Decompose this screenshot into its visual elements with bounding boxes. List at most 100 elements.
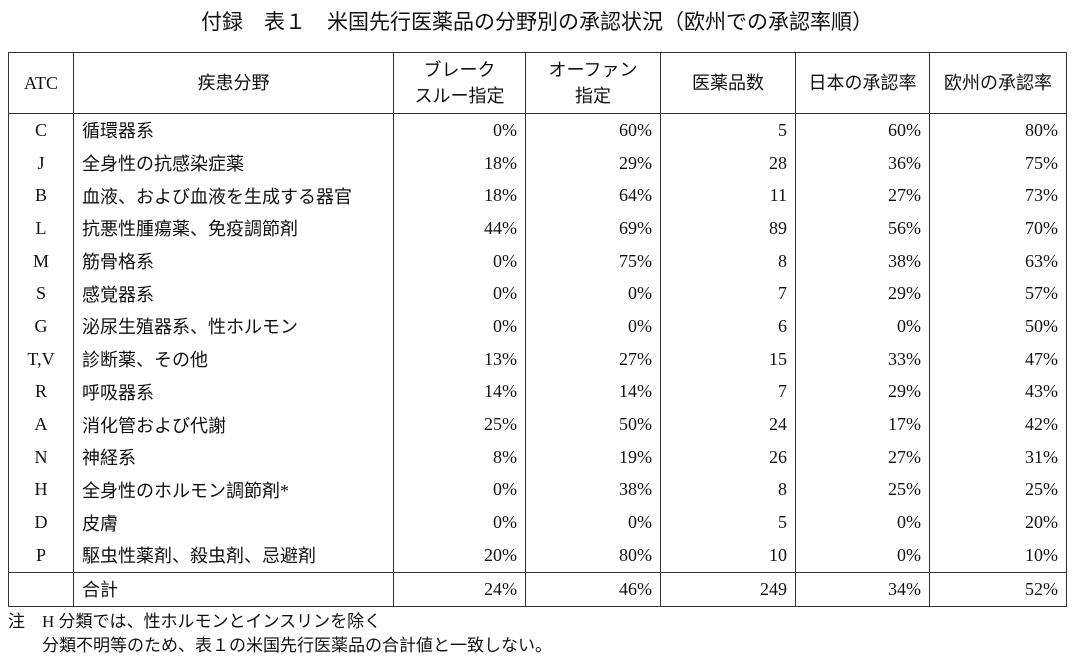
table-cell: 8 xyxy=(660,473,796,507)
table-cell: 0% xyxy=(525,506,661,539)
table-row: N 神経系 8% 19% 26 27% 31% xyxy=(8,440,1067,474)
table-cell: 69% xyxy=(525,212,661,245)
table-row: R 呼吸器系 14% 14% 7 29% 43% xyxy=(8,375,1067,409)
table-cell: G xyxy=(8,310,74,343)
table-cell: 5 xyxy=(660,506,796,539)
note-text: 分類不明等のため、表１の米国先行医薬品の合計値と一致しない。 xyxy=(42,636,552,655)
table-cell: 80% xyxy=(525,538,661,573)
table-cell: 0% xyxy=(393,277,526,311)
table-row: S 感覚器系 0% 0% 7 29% 57% xyxy=(8,277,1067,311)
table-cell: 27% xyxy=(795,179,930,213)
table-row: G 泌尿生殖器系、性ホルモン 0% 0% 6 0% 50% xyxy=(8,310,1067,343)
header-cell: オーファン 指定 xyxy=(525,52,661,114)
table-cell: M xyxy=(8,244,74,278)
table-cell: 駆虫性薬剤、殺虫剤、忌避剤 xyxy=(73,538,394,573)
table-cell: 36% xyxy=(795,146,930,180)
data-table: ATC 疾患分野 ブレーク スルー指定 オーファン 指定 医薬品数 日本の承認率 欧州の承認率 … xyxy=(8,52,1067,607)
table-cell: 14% xyxy=(393,375,526,409)
note-line: 注 H 分類では、性ホルモンとインスリンを除く xyxy=(8,610,552,634)
notes: 注 H 分類では、性ホルモンとインスリンを除く分類不明等のため、表１の米国先行医薬… xyxy=(8,610,552,658)
table-cell: 27% xyxy=(525,342,661,376)
total-cell: 52% xyxy=(929,571,1067,607)
header-cell: 日本の承認率 xyxy=(795,52,930,114)
table-row: H 全身性のホルモン調節剤* 0% 38% 8 25% 25% xyxy=(8,473,1067,507)
table-cell: 50% xyxy=(929,310,1067,343)
table-cell: 8 xyxy=(660,244,796,278)
header-cell: 疾患分野 xyxy=(73,52,394,114)
table-row: M 筋骨格系 0% 75% 8 38% 63% xyxy=(8,244,1067,278)
table-cell: 0% xyxy=(525,277,661,311)
header-text: ATC xyxy=(23,73,58,93)
table-cell: 44% xyxy=(393,212,526,245)
table-cell: J xyxy=(8,146,74,180)
table-cell: 0% xyxy=(393,244,526,278)
table-cell: 50% xyxy=(525,408,661,441)
table-row: P 駆虫性薬剤、殺虫剤、忌避剤 20% 80% 10 0% 10% xyxy=(8,538,1067,573)
header-cell: 欧州の承認率 xyxy=(929,52,1067,114)
table-cell: 19% xyxy=(525,440,661,474)
table-cell: 15 xyxy=(660,342,796,376)
total-label: 合計 xyxy=(73,571,394,607)
table-body: C 循環器系 0% 60% 5 60% 80% J 全身性の抗感染症薬 18% 29% 28 36% 75… xyxy=(8,113,1067,573)
table-cell: 80% xyxy=(929,113,1067,147)
table-cell: 全身性のホルモン調節剤* xyxy=(73,473,394,507)
table-cell: 25% xyxy=(929,473,1067,507)
header-cell: ブレーク スルー指定 xyxy=(393,52,526,114)
table-cell: 38% xyxy=(525,473,661,507)
table-cell: 6 xyxy=(660,310,796,343)
table-row: J 全身性の抗感染症薬 18% 29% 28 36% 75% xyxy=(8,146,1067,180)
table-cell: 泌尿生殖器系、性ホルモン xyxy=(73,310,394,343)
table-header: ATC 疾患分野 ブレーク スルー指定 オーファン 指定 医薬品数 日本の承認率 欧州の承認率 xyxy=(8,52,1067,114)
table-footer: 合計 24% 46% 249 34% 52% xyxy=(8,571,1067,607)
table-cell: 10 xyxy=(660,538,796,573)
table-cell: 60% xyxy=(795,113,930,147)
note-label: 注 xyxy=(8,612,25,631)
table-row: T,V 診断薬、その他 13% 27% 15 33% 47% xyxy=(8,342,1067,376)
table-cell: 60% xyxy=(525,113,661,147)
table-cell: 25% xyxy=(795,473,930,507)
table-cell: 20% xyxy=(929,506,1067,539)
header-text: 欧州の承認率 xyxy=(944,73,1052,93)
table-cell: 消化管および代謝 xyxy=(73,408,394,441)
table-cell: B xyxy=(8,179,74,213)
table-cell: R xyxy=(8,375,74,409)
table-cell: 75% xyxy=(929,146,1067,180)
table-cell: S xyxy=(8,277,74,311)
table-cell: 26 xyxy=(660,440,796,474)
table-cell: P xyxy=(8,538,74,573)
table-cell: 13% xyxy=(393,342,526,376)
table-cell: 29% xyxy=(525,146,661,180)
total-cell: 34% xyxy=(795,571,930,607)
table-cell: 14% xyxy=(525,375,661,409)
table-cell: 0% xyxy=(795,506,930,539)
table-cell: 89 xyxy=(660,212,796,245)
table-cell: D xyxy=(8,506,74,539)
table-cell: 0% xyxy=(393,310,526,343)
table-cell: 0% xyxy=(393,113,526,147)
table-cell: 64% xyxy=(525,179,661,213)
table-cell: T,V xyxy=(8,342,74,376)
table-cell: 7 xyxy=(660,277,796,311)
table-cell: 血液、および血液を生成する器官 xyxy=(73,179,394,213)
table-cell: 42% xyxy=(929,408,1067,441)
total-cell: 46% xyxy=(525,571,661,607)
table-cell: 神経系 xyxy=(73,440,394,474)
table-cell: 全身性の抗感染症薬 xyxy=(73,146,394,180)
table-cell xyxy=(8,571,74,607)
table-cell: 33% xyxy=(795,342,930,376)
header-cell: 医薬品数 xyxy=(660,52,796,114)
table-row: A 消化管および代謝 25% 50% 24 17% 42% xyxy=(8,408,1067,441)
table-cell: 11 xyxy=(660,179,796,213)
table-cell: 呼吸器系 xyxy=(73,375,394,409)
table-cell: 10% xyxy=(929,538,1067,573)
table-cell: 5 xyxy=(660,113,796,147)
table-cell: 17% xyxy=(795,408,930,441)
table-cell: 43% xyxy=(929,375,1067,409)
table-cell: 18% xyxy=(393,179,526,213)
header-text: 指定 xyxy=(575,86,611,106)
table-cell: 皮膚 xyxy=(73,506,394,539)
table-cell: 0% xyxy=(393,506,526,539)
table-cell: 31% xyxy=(929,440,1067,474)
table-cell: 56% xyxy=(795,212,930,245)
table-cell: 47% xyxy=(929,342,1067,376)
